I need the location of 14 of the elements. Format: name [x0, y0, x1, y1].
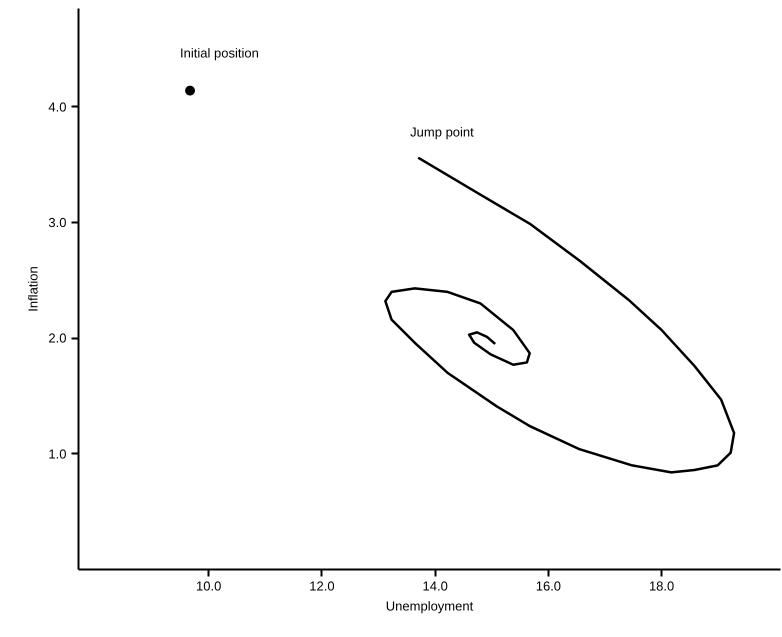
y-tick-label: 4.0: [48, 99, 67, 114]
annotation: Initial position: [180, 46, 259, 61]
x-tick-label: 18.0: [648, 578, 674, 594]
y-tick-label: 1.0: [48, 446, 67, 462]
line-series: [384, 156, 736, 474]
y-axis-title: Inflation: [25, 266, 40, 312]
x-axis-title: Unemployment: [386, 598, 474, 614]
x-tick-label: 14.0: [422, 578, 448, 594]
y-tick-label: 2.0: [48, 330, 67, 346]
x-tick-label: 10.0: [196, 578, 222, 594]
x-tick-label: 16.0: [536, 578, 562, 594]
y-tick-label: 3.0: [48, 214, 67, 230]
annotation: Jump point: [410, 124, 474, 140]
x-tick-label: 12.0: [309, 578, 335, 594]
